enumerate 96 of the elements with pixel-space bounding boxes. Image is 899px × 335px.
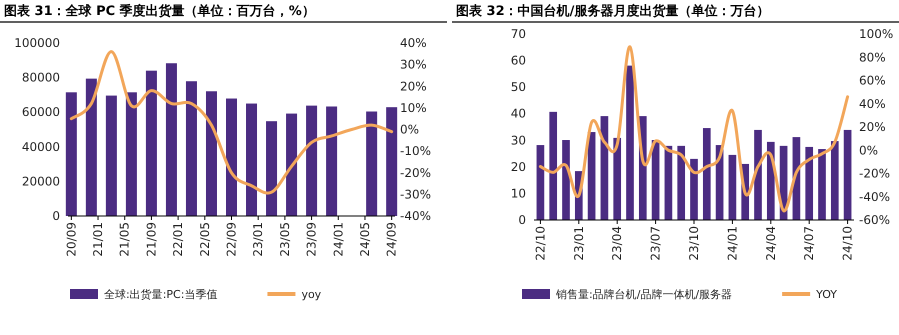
y-tick-label: 20000 (22, 174, 60, 188)
bar (728, 154, 736, 220)
x-tick-label: 24/04 (764, 226, 778, 261)
bar (286, 114, 298, 216)
y2-tick-label: 40% (859, 96, 886, 111)
x-tick-label: 23/01 (572, 226, 586, 261)
x-tick-label: 23/01 (251, 222, 266, 257)
bar (818, 149, 826, 220)
bar (805, 146, 814, 220)
y2-tick-label: 20% (400, 79, 427, 94)
bar (664, 146, 672, 220)
y2-tick-label: -40% (859, 190, 890, 204)
bar (626, 66, 634, 220)
bar (613, 138, 622, 220)
bar (536, 145, 544, 220)
y-tick-label: 60 (510, 54, 526, 68)
bar (246, 104, 258, 216)
y2-tick-label: 80% (859, 50, 886, 64)
x-tick-label: 23/05 (278, 222, 292, 257)
y-tick-label: 60000 (22, 105, 60, 120)
bar (146, 70, 157, 216)
y-tick-label: 20 (510, 160, 526, 174)
bar (562, 140, 570, 220)
bar (186, 81, 197, 216)
bar (206, 91, 217, 216)
legend-label: YOY (815, 288, 838, 301)
bar (549, 112, 558, 220)
y2-tick-label: -40% (400, 209, 432, 223)
bar (702, 128, 711, 220)
bar (306, 106, 318, 216)
x-tick-label: 22/09 (224, 222, 238, 257)
x-tick-label: 24/01 (725, 226, 740, 261)
bar (690, 158, 698, 220)
x-tick-label: 20/09 (64, 222, 78, 257)
y2-tick-label: 100% (859, 27, 894, 41)
x-tick-label: 24/10 (840, 226, 855, 261)
x-tick-label: 21/05 (118, 222, 132, 257)
bar (754, 130, 762, 220)
x-tick-label: 21/01 (91, 222, 106, 257)
bar (366, 112, 378, 216)
y2-tick-label: 60% (859, 74, 886, 88)
legend-label: 销售量:品牌台机/品牌一体机/服务器 (555, 288, 732, 301)
y-tick-label: 30 (510, 133, 526, 148)
x-tick-label: 23/10 (687, 226, 701, 261)
legend-label: yoy (301, 288, 322, 301)
y-tick-label: 0 (52, 209, 60, 223)
bar (166, 63, 177, 216)
x-tick-label: 24/05 (358, 222, 372, 257)
y2-tick-label: -10% (400, 144, 432, 158)
bar (844, 130, 852, 220)
x-tick-label: 22/01 (171, 222, 186, 257)
bar (326, 106, 338, 216)
y2-tick-label: 10% (400, 100, 427, 115)
y2-tick-label: -20% (859, 166, 890, 180)
bar (830, 141, 839, 220)
y-tick-label: 100000 (14, 36, 60, 50)
bar (600, 116, 608, 220)
y2-tick-label: 20% (859, 120, 886, 134)
x-tick-label: 23/07 (648, 226, 663, 261)
x-tick-label: 23/09 (304, 222, 319, 257)
y2-tick-label: 30% (400, 58, 427, 72)
y-tick-label: 80000 (22, 70, 60, 85)
y2-tick-label: 40% (400, 36, 427, 50)
legend-label: 全球:出货量:PC:当季值 (104, 288, 218, 301)
line-series (70, 50, 394, 194)
y-tick-label: 70 (510, 27, 526, 41)
x-tick-label: 24/01 (331, 222, 346, 257)
y2-tick-label: -60% (859, 213, 890, 227)
y-tick-label: 10 (510, 186, 526, 200)
bar (588, 132, 596, 220)
y-tick-label: 0 (518, 213, 526, 227)
chart-title: 图表 32：中国台机/服务器月度出货量（单位：万台） (456, 3, 770, 19)
bar (266, 121, 278, 216)
bar (386, 107, 398, 216)
x-tick-label: 22/10 (533, 226, 548, 261)
bar (66, 92, 77, 216)
line-series (538, 45, 850, 212)
x-tick-label: 21/09 (144, 222, 158, 257)
x-tick-label: 24/07 (802, 226, 816, 261)
bar (106, 96, 117, 216)
y2-tick-label: 0% (400, 122, 420, 136)
bar (677, 146, 686, 220)
y-tick-label: 50 (510, 80, 526, 94)
x-tick-label: 24/09 (384, 222, 399, 257)
y-tick-label: 40 (510, 106, 526, 121)
bar (226, 98, 238, 216)
y-tick-label: 40000 (22, 140, 60, 154)
y2-tick-label: -30% (400, 187, 432, 202)
y2-tick-label: 0% (859, 143, 878, 158)
chart-title: 图表 31：全球 PC 季度出货量（单位：百万台，%） (4, 3, 315, 19)
bar (126, 92, 137, 216)
x-tick-label: 22/05 (198, 222, 212, 257)
x-tick-label: 23/04 (610, 226, 624, 261)
y2-tick-label: -20% (400, 166, 432, 180)
bar (652, 140, 660, 220)
bar (86, 78, 97, 216)
